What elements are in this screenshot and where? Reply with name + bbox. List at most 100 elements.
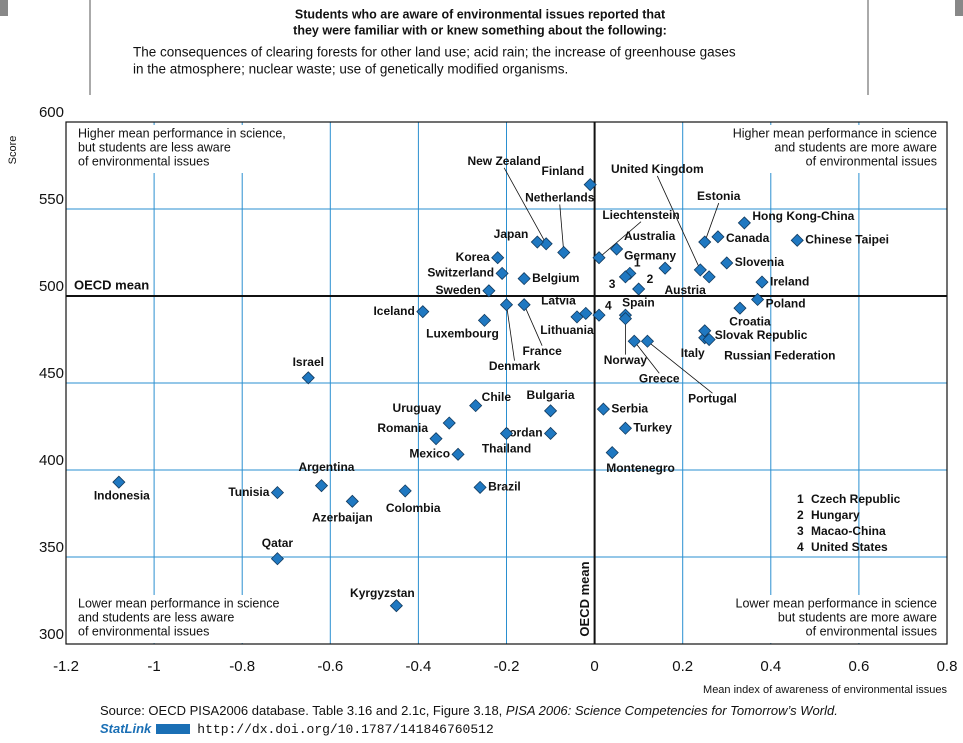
header-tab: [0, 0, 8, 16]
point: [429, 432, 443, 446]
point: [442, 416, 456, 430]
x-tick-label: -1: [147, 658, 160, 675]
point-label: Chile: [482, 390, 512, 404]
point: [469, 399, 483, 413]
point-label: Tunisia: [228, 485, 269, 499]
x-tick-label: 0.6: [848, 658, 869, 675]
point: [345, 494, 359, 508]
point: [702, 270, 716, 284]
point: [698, 324, 712, 338]
point-label: Chinese Taipei: [805, 232, 889, 246]
quadrant-text: Higher mean performance in science: [733, 126, 937, 140]
y-tick-label: 400: [39, 452, 64, 469]
point: [543, 404, 558, 418]
x-tick-label: -1.2: [53, 658, 79, 675]
y-tick-label: 500: [39, 278, 64, 295]
point: [314, 479, 329, 493]
point-label: Ireland: [770, 274, 809, 288]
point: [790, 233, 804, 247]
quadrant-bg: [74, 595, 324, 643]
point-label: Portugal: [688, 391, 737, 405]
quadrant-text: of environmental issues: [78, 154, 209, 168]
point-label: 4: [605, 298, 612, 312]
point: [517, 298, 531, 312]
header-title: they were familiar with or knew somethin…: [293, 23, 667, 37]
quadrant-text: but students are more aware: [778, 610, 937, 624]
point: [499, 298, 514, 312]
point: [592, 251, 606, 265]
point: [693, 263, 707, 277]
leader-line: [704, 202, 720, 243]
point-label: Austria: [664, 283, 706, 297]
point: [543, 426, 558, 441]
y-axis-label: Score: [7, 136, 19, 165]
point-label: Bulgaria: [527, 388, 575, 402]
leader-line: [523, 304, 543, 346]
source-text: Source: OECD PISA2006 database. Table 3.…: [100, 703, 506, 718]
point-label: Liechtenstein: [602, 208, 679, 222]
header-tab: [955, 0, 963, 16]
point: [610, 242, 624, 256]
point-label: Estonia: [697, 189, 741, 203]
y-tick-label: 550: [39, 191, 64, 208]
leader-line: [647, 340, 713, 394]
point-label: Greece: [639, 371, 680, 385]
point-label: Indonesia: [94, 488, 150, 502]
point-label: 1: [634, 256, 641, 270]
key-number: 4: [797, 540, 804, 554]
point: [416, 305, 430, 319]
point: [702, 332, 716, 347]
point-label: Japan: [494, 227, 529, 241]
quadrant-text: of environmental issues: [806, 154, 937, 168]
point: [557, 245, 571, 260]
header-description: The consequences of clearing forests for…: [133, 45, 736, 60]
point: [755, 275, 769, 289]
point: [592, 308, 606, 322]
quadrant-text: Higher mean performance in science,: [78, 126, 286, 140]
point-label: Jordan: [503, 426, 543, 440]
point-label: Canada: [726, 231, 770, 245]
point-label: Hong Kong-China: [752, 209, 854, 223]
point-label: Italy: [681, 346, 705, 360]
point: [473, 480, 487, 494]
point-label: Germany: [624, 248, 676, 262]
leader-line: [598, 221, 642, 259]
point-label: Spain: [622, 295, 655, 309]
header-frame: [89, 0, 869, 95]
point-label: Israel: [293, 355, 324, 369]
point: [618, 421, 633, 435]
header-title: Students who are aware of environmental …: [295, 7, 666, 21]
point: [632, 282, 646, 296]
leader-line: [503, 167, 547, 244]
quadrant-text: of environmental issues: [806, 624, 937, 638]
statlink-label: StatLink: [100, 721, 152, 736]
point-label: 3: [609, 277, 616, 291]
leader-line: [506, 304, 515, 361]
point-label: Slovenia: [735, 255, 785, 269]
point-label: Belgium: [532, 271, 579, 285]
point-label: Azerbaijan: [312, 510, 373, 524]
point-label: Norway: [604, 353, 648, 367]
point: [640, 334, 655, 348]
point-label: New Zealand: [467, 154, 540, 168]
quadrant-text: but students are less aware: [78, 140, 231, 154]
point: [596, 402, 610, 416]
quadrant-text: and students are more aware: [774, 140, 937, 154]
statlink-logo: [156, 724, 190, 734]
point-label: Thailand: [482, 442, 531, 456]
key-number: 3: [797, 524, 804, 538]
quadrant-text: and students are less aware: [78, 610, 234, 624]
point-label: Sweden: [436, 283, 481, 297]
point: [112, 475, 126, 489]
point: [737, 216, 751, 230]
point-label: Denmark: [489, 359, 541, 373]
x-tick-label: -0.6: [317, 658, 343, 675]
point: [583, 178, 597, 192]
source: Source: OECD PISA2006 database. Table 3.…: [100, 703, 838, 718]
x-tick-label: 0.8: [937, 658, 958, 675]
point: [698, 235, 712, 249]
point: [711, 230, 725, 244]
point-label: Romania: [377, 421, 428, 435]
point: [491, 251, 505, 265]
key-number: 1: [797, 492, 804, 506]
